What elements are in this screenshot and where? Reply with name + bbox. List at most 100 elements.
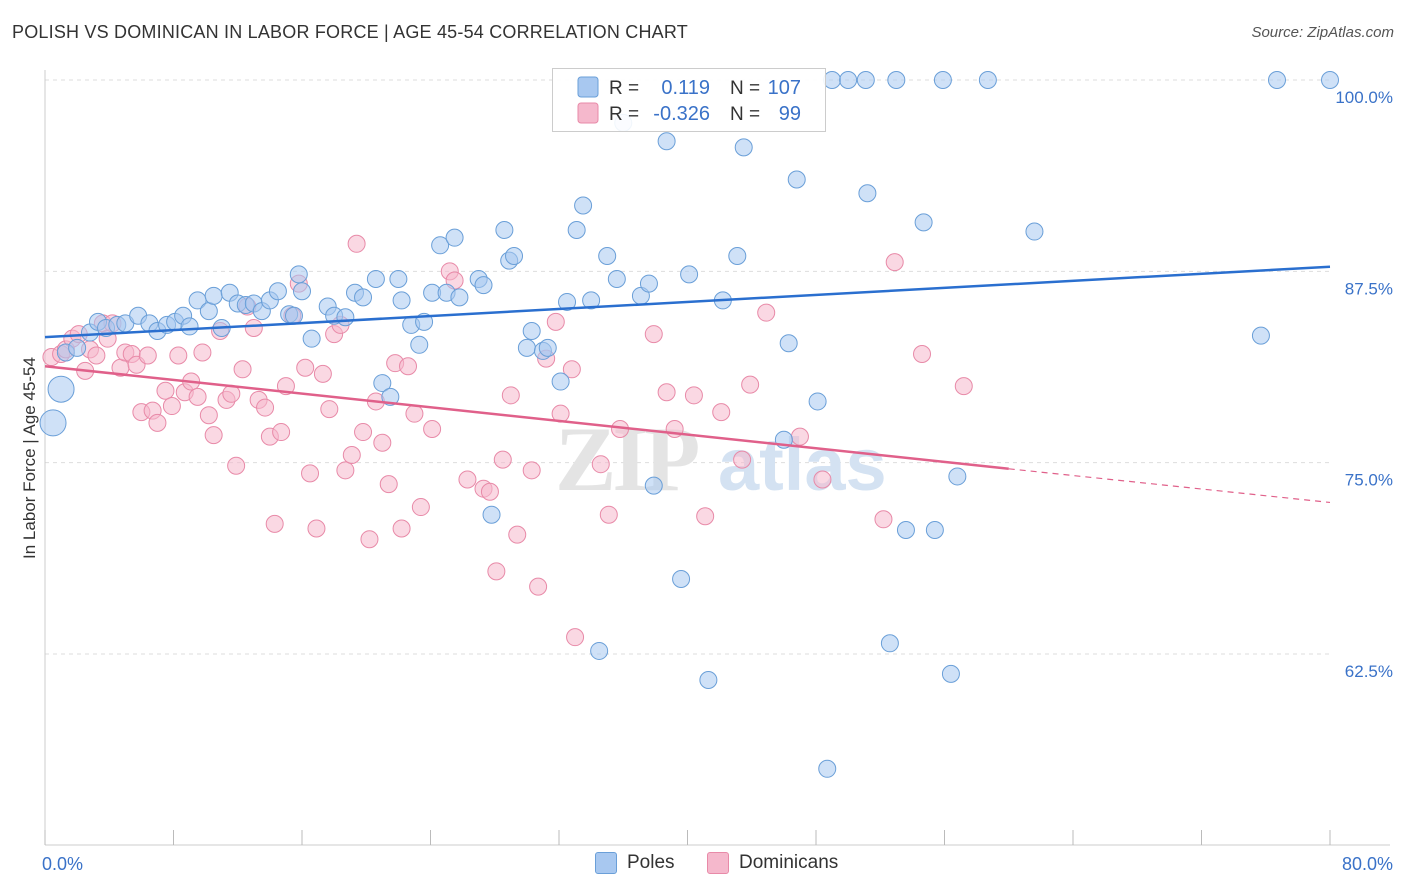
poles-point-88 (880, 634, 899, 653)
y-tick-label-2: 75.0% (1345, 471, 1393, 490)
dominicans-point-70 (493, 450, 512, 469)
x-tick-label-right: 80.0% (1342, 854, 1393, 874)
dominicans-point-36 (256, 398, 275, 417)
legend-r-value-poles: 0.119 (661, 77, 710, 99)
poles-point-51 (474, 276, 493, 295)
poles-point-63 (574, 196, 593, 215)
poles-point-86 (856, 71, 875, 89)
poles-point-30 (293, 282, 311, 301)
dominicans-point-96 (913, 344, 932, 363)
dominicans-point-24 (188, 387, 207, 406)
poles-point-49 (450, 288, 469, 307)
legend-r-label-poles: R = (609, 78, 639, 99)
poles-point-53 (495, 221, 514, 240)
poles-point-57 (522, 322, 541, 341)
poles-point-91 (914, 213, 933, 232)
dominicans-point-74 (529, 577, 548, 596)
dominicans-point-66 (458, 470, 477, 489)
dominicans-point-51 (342, 446, 361, 465)
poles-point-34 (336, 308, 355, 327)
poles-point-55 (505, 247, 524, 266)
poles-point-77 (728, 247, 747, 266)
dominicans-point-54 (360, 530, 379, 549)
poles-point-73 (672, 569, 691, 588)
legend-r-label-dominicans: R = (609, 104, 639, 125)
legend-n-label-poles: N = (730, 78, 760, 99)
dominicans-point-90 (741, 375, 760, 394)
dominicans-point-73 (522, 461, 541, 480)
dominicans-point-94 (874, 510, 893, 529)
poles-point-37 (366, 269, 385, 288)
dominicans-point-63 (423, 419, 442, 438)
poles-point-29 (289, 265, 308, 284)
axes (44, 70, 1390, 846)
dominicans-point-59 (392, 519, 411, 538)
dominicans-point-32 (233, 360, 252, 379)
poles-point-93 (933, 71, 952, 89)
dominicans-point-57 (379, 475, 398, 494)
poles-point-40 (389, 269, 408, 288)
legend-n-label-dominicans: N = (730, 104, 760, 125)
poles-point-3 (68, 338, 87, 357)
dominicans-point-19 (156, 381, 175, 400)
poles-point-0 (39, 409, 67, 437)
dominicans-point-83 (644, 325, 663, 344)
y-tick-label-1: 87.5% (1345, 279, 1393, 298)
dominicans-swatch (577, 102, 599, 124)
poles-point-48 (445, 228, 464, 247)
dominicans-point-50 (336, 461, 355, 480)
poles-point-66 (598, 247, 617, 266)
poles-point-92 (925, 521, 944, 540)
poles-point-17 (199, 302, 218, 321)
dominicans-point-86 (684, 386, 703, 405)
legend-n-value-dominicans: 99 (779, 103, 801, 125)
poles-point-99 (1267, 71, 1286, 89)
poles-point-98 (1251, 326, 1270, 345)
chart-title: POLISH VS DOMINICAN IN LABOR FORCE | AGE… (12, 22, 688, 42)
legend-item-poles[interactable]: Poles (595, 852, 675, 874)
poles-point-1 (47, 375, 75, 403)
dominicans-trend-line (44, 364, 1009, 471)
y-tick-labels: 100.0% 87.5% 75.0% 62.5% (1335, 88, 1393, 681)
dominicans-point-95 (885, 253, 904, 272)
dominicans-point-76 (546, 312, 565, 331)
dominicans-point-69 (487, 562, 506, 581)
poles-point-59 (538, 338, 557, 357)
dominicans-point-39 (272, 423, 291, 442)
dominicans-point-21 (169, 346, 188, 365)
poles-point-28 (284, 306, 303, 325)
dominicans-point-43 (296, 358, 315, 377)
dominicans-point-38 (265, 514, 284, 533)
dominicans-point-47 (320, 400, 339, 419)
dominicans-point-68 (480, 482, 499, 501)
dominicans-point-31 (227, 456, 246, 475)
poles-point-72 (657, 132, 676, 151)
dominicans-point-89 (733, 450, 752, 469)
dominicans-point-56 (373, 433, 392, 452)
poles-point-96 (978, 71, 997, 89)
dominicans-point-27 (204, 426, 223, 445)
dominicans-point-91 (757, 303, 776, 322)
dominicans-point-53 (354, 423, 373, 442)
poles-point-81 (787, 170, 806, 189)
poles-point-26 (268, 282, 287, 301)
poles-legend-label: Poles (627, 852, 675, 873)
dominicans-point-97 (954, 377, 973, 396)
poles-point-75 (699, 671, 718, 690)
poles-point-67 (607, 269, 626, 288)
dominicans-point-92 (790, 427, 809, 446)
poles-point-94 (941, 664, 960, 683)
dominicans-legend-label: Dominicans (739, 852, 839, 873)
x-tick-labels: 0.0% 80.0% (42, 854, 1393, 874)
poles-point-38 (373, 374, 392, 393)
dominicans-point-18 (148, 413, 167, 432)
y-axis-label: In Labor Force | Age 45-54 (20, 357, 39, 559)
series-legend: Poles Dominicans (0, 852, 1406, 878)
legend-item-dominicans[interactable]: Dominicans (707, 852, 838, 874)
dominicans-point-52 (347, 234, 366, 253)
dominicans-point-20 (162, 397, 181, 416)
poles-point-80 (779, 334, 798, 353)
dominicans-point-79 (566, 628, 585, 647)
poles-point-62 (567, 221, 586, 240)
